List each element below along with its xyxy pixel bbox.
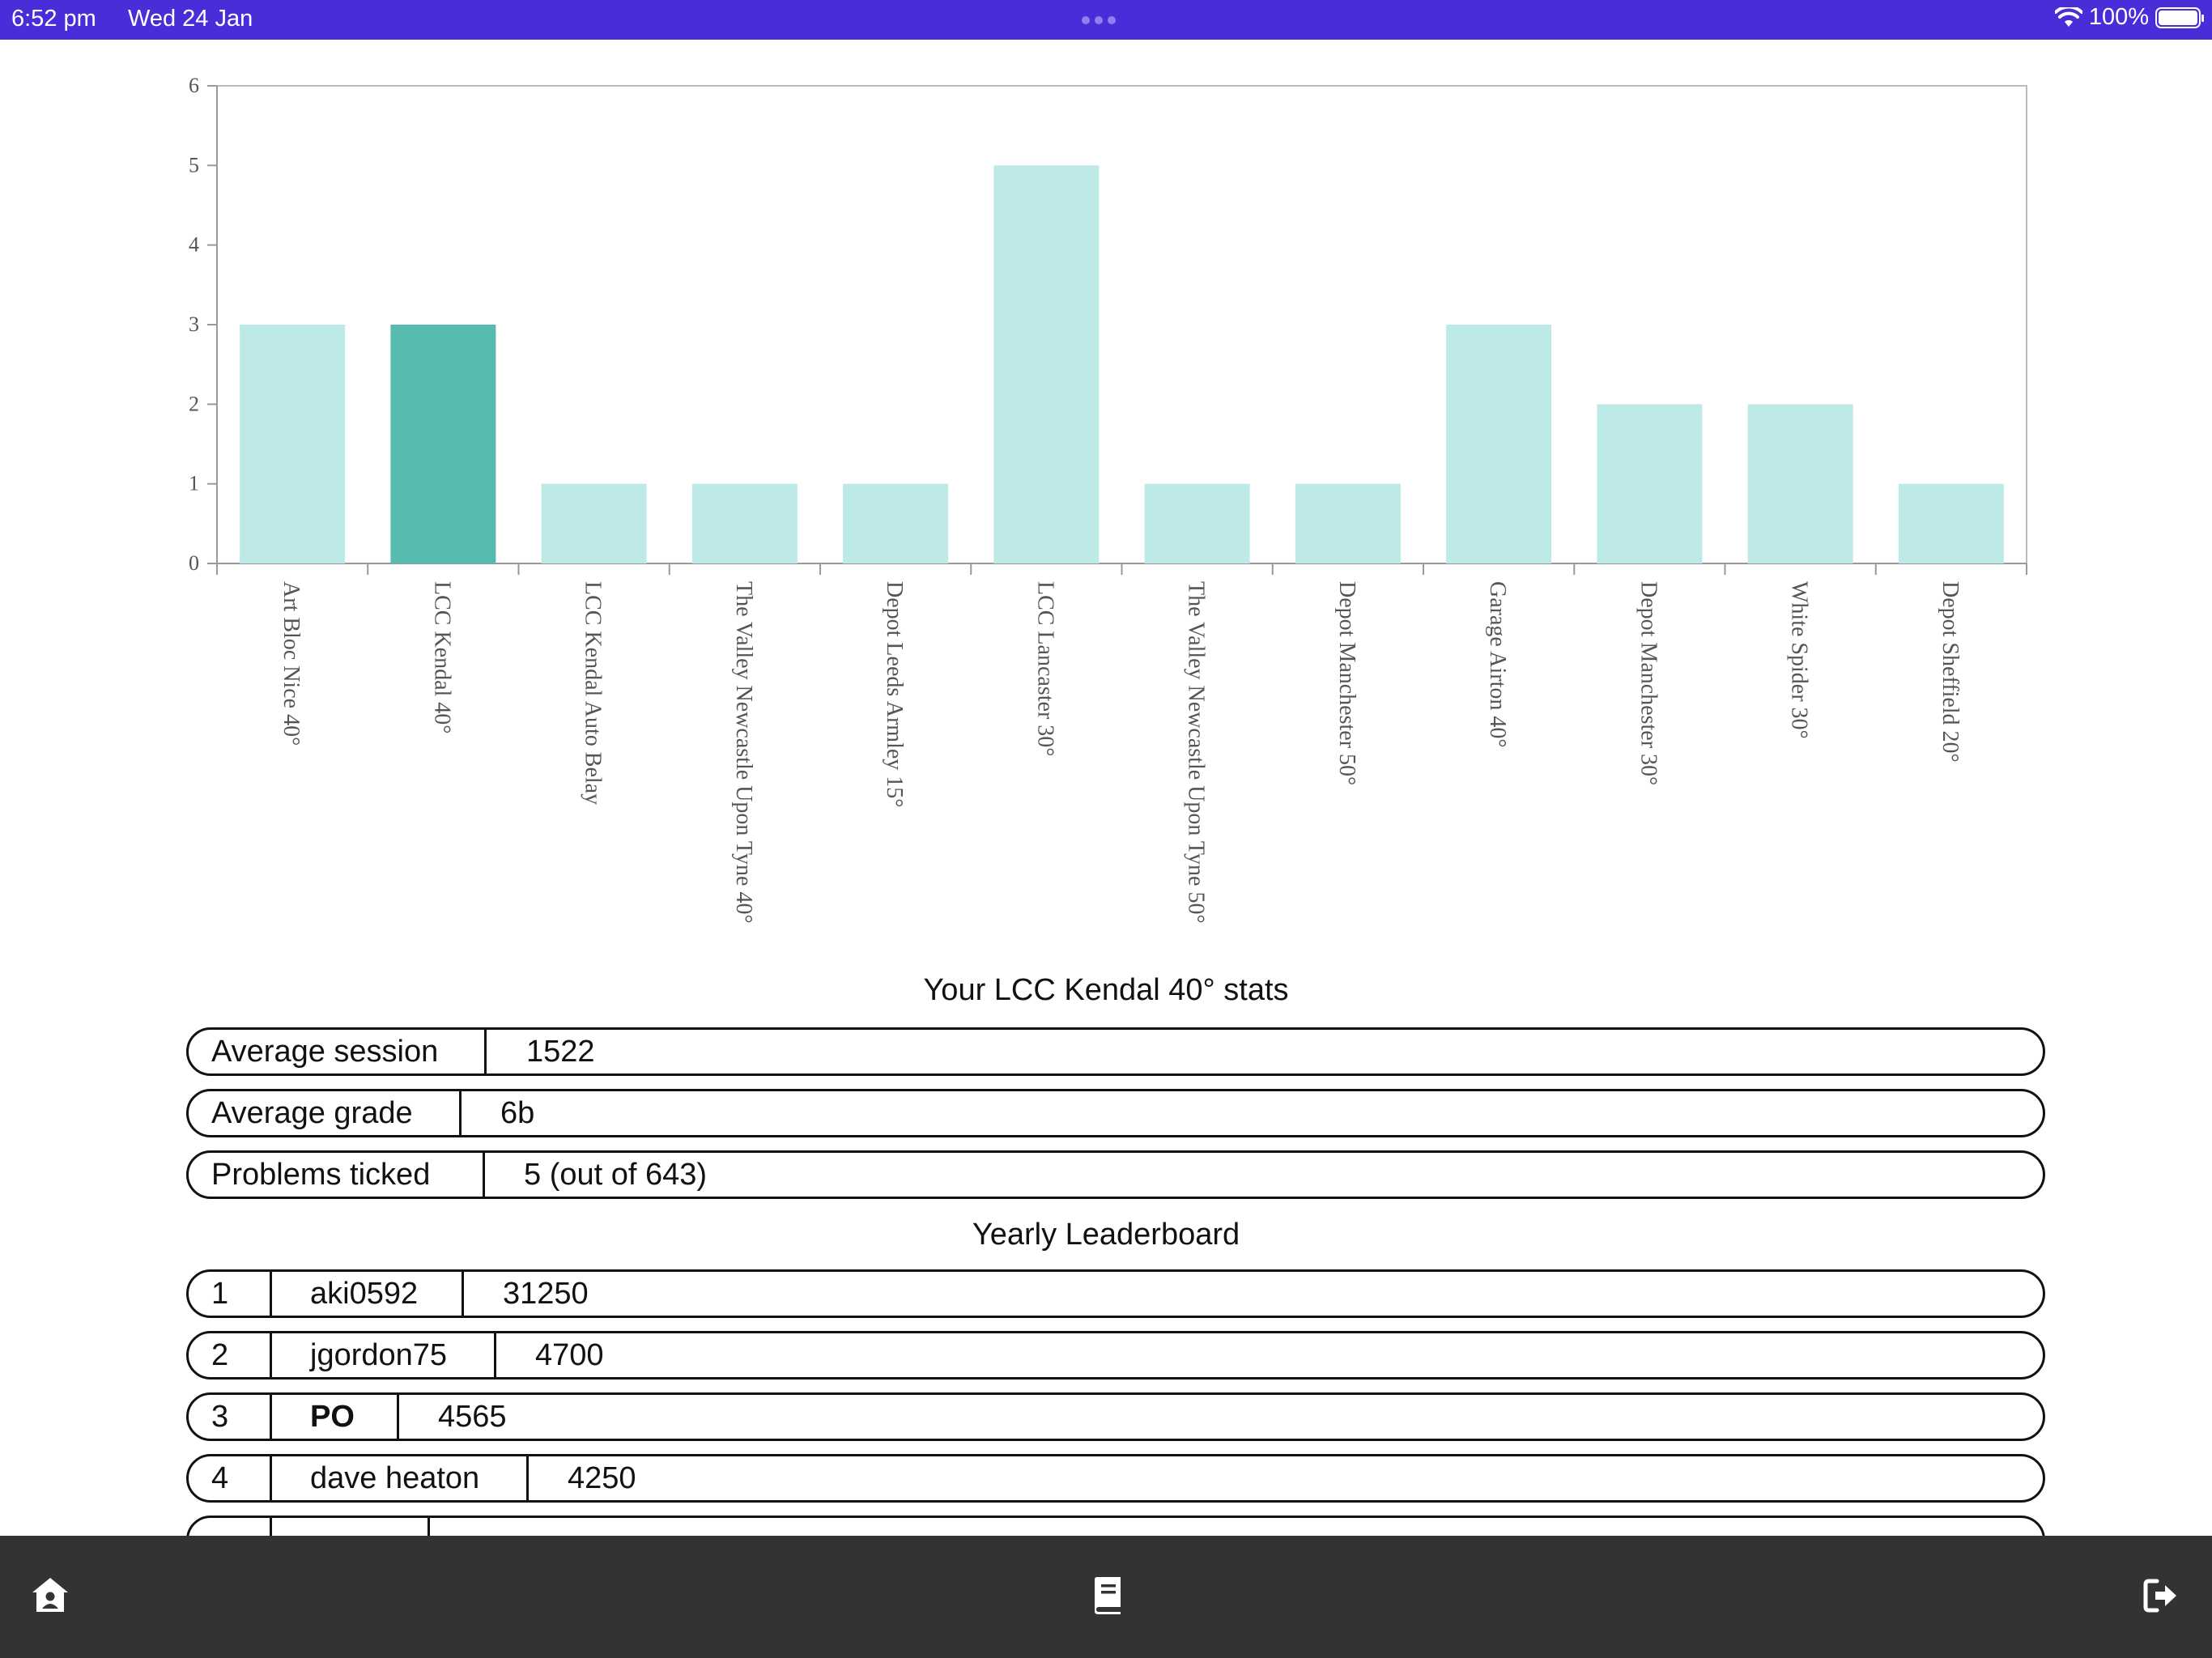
- stat-label: Average grade: [211, 1096, 413, 1130]
- leaderboard-title: Yearly Leaderboard: [972, 1218, 1240, 1252]
- leaderboard-score: 31250: [503, 1277, 589, 1311]
- battery-icon: [2155, 6, 2204, 28]
- leaderboard-rank: 1: [211, 1277, 229, 1311]
- x-tick-label: Depot Manchester 30°: [1636, 581, 1661, 785]
- status-date: Wed 24 Jan: [128, 6, 253, 32]
- x-tick-label: Depot Leeds Armley 15°: [882, 581, 907, 807]
- y-tick-label: 5: [189, 153, 199, 176]
- bar: [691, 483, 798, 563]
- bar: [993, 165, 1100, 564]
- stat-label: Average session: [211, 1035, 439, 1069]
- leaderboard-name: dave heaton: [310, 1461, 480, 1495]
- y-tick-label: 2: [189, 392, 199, 415]
- status-bar: 6:52 pm Wed 24 Jan 100%: [0, 0, 2212, 40]
- x-tick-label: The Valley Newcastle Upon Tyne 40°: [731, 581, 756, 924]
- logbook-icon[interactable]: [1087, 1575, 1129, 1617]
- multitasking-dots-icon[interactable]: [1082, 16, 1116, 24]
- leaderboard-row: 1 aki0592 31250: [186, 1269, 2045, 1318]
- bar: [1144, 483, 1250, 563]
- x-tick-label: Depot Sheffield 20°: [1938, 581, 1963, 763]
- logout-icon[interactable]: [2141, 1575, 2183, 1617]
- leaderboard-rank: 3: [211, 1400, 229, 1434]
- bar: [843, 483, 949, 563]
- x-tick-label: LCC Kendal 40°: [429, 581, 454, 734]
- bar: [541, 483, 647, 563]
- bar: [1898, 483, 2004, 563]
- bar: [240, 325, 346, 563]
- leaderboard-row: 4 dave heaton 4250: [186, 1454, 2045, 1503]
- stats-title: Your LCC Kendal 40° stats: [923, 973, 1289, 1007]
- y-tick-label: 6: [189, 74, 199, 97]
- bar: [1446, 325, 1552, 563]
- wifi-icon: [2054, 6, 2082, 27]
- x-tick-label: Depot Manchester 50°: [1334, 581, 1359, 785]
- bar: [1597, 404, 1703, 563]
- home-icon[interactable]: [29, 1575, 71, 1617]
- stat-value: 1522: [526, 1035, 595, 1069]
- battery-percent: 100%: [2088, 4, 2149, 30]
- x-tick-label: Garage Airton 40°: [1485, 581, 1510, 748]
- x-tick-label: The Valley Newcastle Upon Tyne 50°: [1184, 581, 1209, 924]
- y-tick-label: 1: [189, 472, 199, 495]
- bar: [1747, 404, 1853, 563]
- leaderboard-score: 4700: [535, 1338, 604, 1372]
- x-tick-label: Art Bloc Nice 40°: [279, 581, 304, 746]
- y-tick-label: 4: [189, 233, 199, 257]
- x-tick-label: White Spider 30°: [1787, 581, 1812, 739]
- leaderboard-rank: 4: [211, 1461, 229, 1495]
- leaderboard-row-current-user: 3 PO 4565: [186, 1392, 2045, 1441]
- bar-highlighted: [390, 325, 496, 563]
- y-tick-label: 0: [189, 551, 199, 575]
- bar: [1295, 483, 1401, 563]
- stat-label: Problems ticked: [211, 1158, 431, 1192]
- leaderboard-row: 2 jgordon75 4700: [186, 1331, 2045, 1380]
- y-tick-label: 3: [189, 312, 199, 336]
- leaderboard-name: jgordon75: [310, 1338, 448, 1372]
- x-tick-label: LCC Kendal Auto Belay: [581, 581, 606, 805]
- stat-row-problems-ticked: Problems ticked 5 (out of 643): [186, 1150, 2045, 1199]
- leaderboard-score: 4565: [438, 1400, 507, 1434]
- stat-row-average-grade: Average grade 6b: [186, 1089, 2045, 1137]
- leaderboard-name: PO: [310, 1400, 355, 1434]
- bottom-nav-bar: [0, 1536, 2212, 1658]
- stat-value: 6b: [500, 1096, 535, 1130]
- status-time: 6:52 pm: [11, 6, 96, 32]
- leaderboard-rank: 2: [211, 1338, 229, 1372]
- x-tick-label: LCC Lancaster 30°: [1032, 581, 1057, 756]
- leaderboard-score: 4250: [568, 1461, 636, 1495]
- leaderboard-name: aki0592: [310, 1277, 419, 1311]
- stat-value: 5 (out of 643): [524, 1158, 708, 1192]
- stat-row-average-session: Average session 1522: [186, 1027, 2045, 1076]
- problems-ticked-bar-chart: 0 1 2 3 4 5 6 Art Bloc Nice 40° LCC Kendal 40° LC…: [189, 74, 2027, 924]
